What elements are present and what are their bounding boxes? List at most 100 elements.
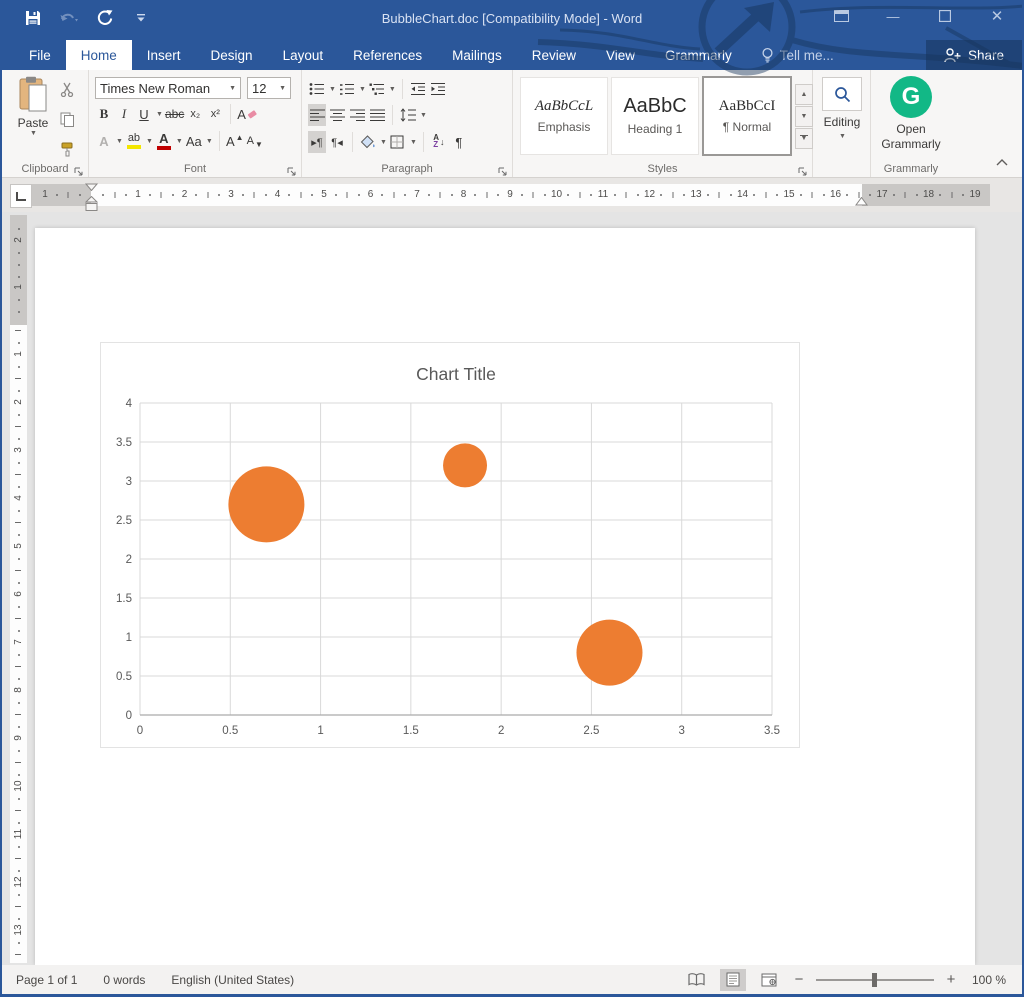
grow-font-button[interactable]: A ▲: [225, 132, 244, 149]
editing-button[interactable]: Editing ▼: [821, 77, 863, 140]
numbered-list-icon[interactable]: [338, 78, 356, 100]
bullet-list-dropdown[interactable]: ▼: [329, 85, 336, 93]
tab-review[interactable]: Review: [531, 47, 576, 63]
bullet-list-icon[interactable]: [308, 78, 326, 100]
font-color-button[interactable]: A: [155, 130, 173, 152]
borders-dropdown[interactable]: ▼: [409, 138, 417, 146]
document-page[interactable]: Chart Title 0 0.5 1 1.5 2 2.5 3 3.5 0 0.5 1 1.5 2 2.5 3…: [35, 228, 975, 965]
tell-me-box[interactable]: Tell me...: [747, 40, 848, 70]
subscript-button[interactable]: x₂: [190, 108, 201, 120]
tab-file[interactable]: File: [29, 47, 51, 63]
maximize-icon[interactable]: [936, 5, 954, 27]
minimize-icon[interactable]: —: [886, 8, 900, 24]
copy-icon[interactable]: [58, 108, 76, 130]
tab-insert[interactable]: Insert: [146, 47, 181, 63]
word-count[interactable]: 0 words: [103, 972, 146, 987]
customize-qat-icon[interactable]: [130, 7, 152, 29]
shading-bucket-icon[interactable]: [359, 131, 377, 153]
multilevel-list-dropdown[interactable]: ▼: [388, 85, 396, 93]
strikethrough-button[interactable]: abc: [164, 107, 185, 121]
decrease-indent-icon[interactable]: [409, 78, 427, 100]
tab-mailings[interactable]: Mailings: [452, 47, 502, 63]
underline-button[interactable]: U: [139, 106, 149, 122]
justify-button[interactable]: [368, 104, 386, 126]
tab-grammarly[interactable]: Grammarly: [665, 47, 732, 63]
close-icon[interactable]: ✕: [990, 8, 1004, 25]
horizontal-ruler[interactable]: 1 1 2 3 4 5 6 7 8 9 10 11 12 13 14 15 16 17 18 19: [32, 183, 990, 211]
change-case-dropdown[interactable]: ▼: [205, 137, 213, 145]
sort-icon[interactable]: A Z ↓: [433, 133, 445, 149]
cut-icon[interactable]: [58, 78, 76, 100]
styles-scroll-down[interactable]: ▼: [795, 105, 813, 127]
web-layout-icon[interactable]: [756, 969, 782, 991]
numbered-list-dropdown[interactable]: ▼: [358, 85, 366, 93]
ltr-direction-button[interactable]: ▸¶: [308, 131, 326, 153]
vertical-ruler[interactable]: 2 1 1 2 3 4 5 6 7 8 9 10 11 12 13: [10, 215, 27, 965]
share-button[interactable]: Share: [925, 40, 1022, 70]
style-normal[interactable]: AaBbCcI ¶ Normal: [702, 76, 792, 156]
italic-button[interactable]: I: [121, 106, 127, 121]
zoom-slider-thumb[interactable]: [871, 972, 877, 987]
shading-dropdown[interactable]: ▼: [380, 138, 387, 146]
paste-dropdown[interactable]: ▼: [30, 130, 37, 137]
font-dialog-launcher[interactable]: [287, 164, 297, 176]
window-border-right: [1022, 0, 1024, 997]
save-icon[interactable]: [22, 7, 44, 29]
right-indent-marker[interactable]: [855, 197, 868, 206]
tab-layout[interactable]: Layout: [282, 47, 324, 63]
format-painter-icon[interactable]: [58, 138, 76, 160]
style-heading-1[interactable]: AaBbC Heading 1: [611, 77, 699, 155]
tab-design[interactable]: Design: [210, 47, 253, 63]
highlight-button[interactable]: ab: [125, 130, 143, 152]
superscript-button[interactable]: x²: [210, 108, 220, 120]
collapse-ribbon-button[interactable]: [996, 153, 1008, 171]
clipboard-dialog-launcher[interactable]: [74, 164, 84, 176]
show-paragraph-marks-button[interactable]: ¶: [455, 134, 463, 150]
language-indicator[interactable]: English (United States): [171, 972, 295, 987]
undo-icon[interactable]: [58, 7, 80, 29]
tab-home[interactable]: Home: [65, 40, 132, 70]
change-case-button[interactable]: Aa: [185, 133, 202, 149]
rtl-direction-button[interactable]: ¶◂: [331, 136, 343, 149]
bold-button[interactable]: B: [99, 106, 109, 121]
paste-button[interactable]: Paste ▼: [10, 76, 56, 168]
hanging-indent-marker[interactable]: [85, 196, 98, 212]
underline-dropdown[interactable]: ▼: [156, 110, 163, 118]
redo-icon[interactable]: [94, 7, 116, 29]
ribbon-display-options-icon[interactable]: [832, 5, 850, 27]
tab-references[interactable]: References: [353, 47, 423, 63]
zoom-level[interactable]: 100 %: [971, 972, 1006, 987]
line-spacing-dropdown[interactable]: ▼: [420, 111, 427, 119]
clear-formatting-button[interactable]: A: [237, 103, 257, 125]
align-center-button[interactable]: [328, 104, 346, 126]
text-effects-button[interactable]: A: [99, 133, 109, 149]
tab-view[interactable]: View: [605, 47, 635, 63]
first-line-indent-marker[interactable]: [85, 183, 98, 191]
styles-dialog-launcher[interactable]: [798, 164, 808, 176]
shrink-font-button[interactable]: A ▼: [246, 135, 263, 149]
increase-indent-icon[interactable]: [429, 78, 447, 100]
highlight-dropdown[interactable]: ▼: [145, 137, 153, 145]
read-mode-icon[interactable]: [684, 969, 710, 991]
zoom-out-button[interactable]: −: [794, 971, 804, 988]
page-indicator[interactable]: Page 1 of 1: [16, 972, 78, 987]
open-grammarly-button[interactable]: G Open Grammarly: [876, 76, 946, 152]
font-name-select[interactable]: Times New Roman ▼: [95, 77, 241, 99]
align-left-button[interactable]: [308, 104, 326, 126]
styles-scroll-up[interactable]: ▲: [795, 83, 813, 105]
print-layout-icon[interactable]: [719, 968, 746, 991]
font-size-select[interactable]: 12 ▼: [247, 77, 291, 99]
paragraph-dialog-launcher[interactable]: [498, 164, 508, 176]
align-right-button[interactable]: [348, 104, 366, 126]
zoom-in-button[interactable]: +: [946, 971, 956, 988]
tab-selector[interactable]: [10, 184, 32, 208]
zoom-slider[interactable]: [815, 972, 934, 987]
bubble-chart-object[interactable]: Chart Title 0 0.5 1 1.5 2 2.5 3 3.5 0 0.5 1 1.5 2 2.5 3…: [100, 342, 800, 748]
text-effects-dropdown[interactable]: ▼: [116, 137, 123, 145]
line-spacing-button[interactable]: [399, 104, 417, 126]
multilevel-list-icon[interactable]: [368, 78, 386, 100]
style-emphasis[interactable]: AaBbCcL Emphasis: [520, 77, 608, 155]
styles-more-button[interactable]: ▼: [795, 127, 813, 149]
borders-icon[interactable]: [389, 131, 407, 153]
font-color-dropdown[interactable]: ▼: [175, 137, 183, 145]
